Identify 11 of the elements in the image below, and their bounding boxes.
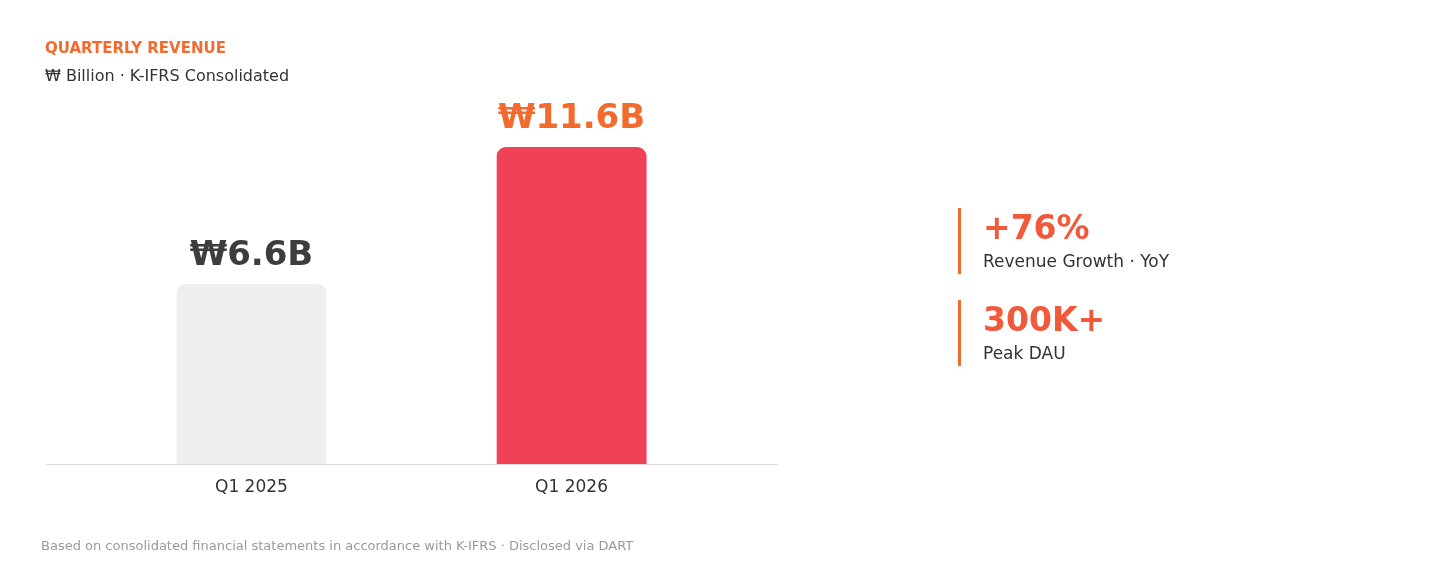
x-tick-label: Q1 2025: [215, 475, 288, 496]
data-label: ₩6.6B: [189, 232, 314, 273]
chart-subtitle: ₩ Billion · K-IFRS Consolidated: [45, 66, 290, 85]
text: Peak DAU: [983, 342, 1067, 365]
text: +76%: [983, 208, 1091, 248]
data-label: ₩11.6B: [497, 96, 646, 136]
text: Based on consolidated financial statements in accordance with K-IFRS · Disclosed via DART: [41, 538, 634, 553]
x-tick-label: Q1 2026: [535, 475, 608, 496]
chart-title: QUARTERLY REVENUE: [45, 39, 226, 57]
text: 300K+: [983, 300, 1107, 340]
text: Revenue Growth · YoY: [983, 250, 1170, 273]
